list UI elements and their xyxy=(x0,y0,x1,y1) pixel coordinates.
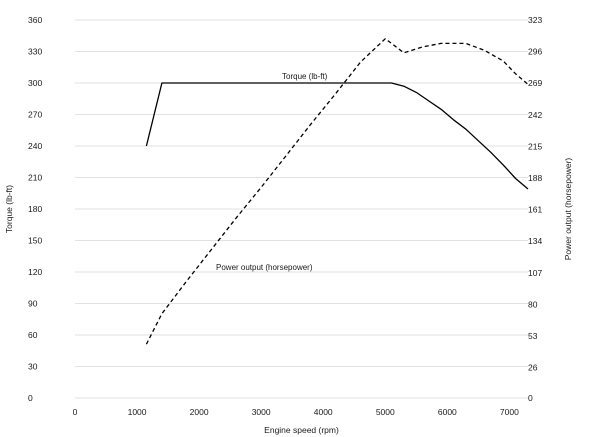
y2-tick-label: 242 xyxy=(528,110,542,120)
y-tick-label: 90 xyxy=(28,299,38,309)
y2-axis-title: Power output (horsepower) xyxy=(563,158,573,261)
y2-tick-label: 269 xyxy=(528,78,542,88)
y-tick-label: 270 xyxy=(28,110,42,120)
y2-tick-label: 215 xyxy=(528,141,542,151)
x-tick-label: 7000 xyxy=(500,407,519,417)
x-tick-label: 4000 xyxy=(314,407,333,417)
y-tick-label: 210 xyxy=(28,173,42,183)
y-tick-label: 120 xyxy=(28,267,42,277)
tick-layer: 0 30 60 90 120 150 180 210 240 270 300 330 360 0 26 53 8… xyxy=(28,15,542,417)
y2-tick-label: 134 xyxy=(528,236,542,246)
label-layer: Engine speed (rpm) Torque (lb-ft) Power … xyxy=(4,72,573,435)
torque-series-label: Torque (lb-ft) xyxy=(282,72,328,81)
y-tick-label: 150 xyxy=(28,236,42,246)
y2-tick-label: 0 xyxy=(528,393,533,403)
x-axis-title: Engine speed (rpm) xyxy=(264,425,339,435)
y-tick-label: 360 xyxy=(28,15,42,25)
y2-tick-label: 161 xyxy=(528,205,542,215)
y2-tick-label: 188 xyxy=(528,173,542,183)
y2-tick-label: 26 xyxy=(528,363,538,373)
y2-tick-label: 80 xyxy=(528,299,538,309)
y-tick-label: 60 xyxy=(28,330,38,340)
x-tick-label: 3000 xyxy=(252,407,271,417)
y2-tick-label: 53 xyxy=(528,331,538,341)
x-tick-label: 0 xyxy=(73,407,78,417)
y-tick-label: 240 xyxy=(28,141,42,151)
y2-tick-label: 323 xyxy=(528,15,542,25)
power-series-label: Power output (horsepower) xyxy=(216,263,313,272)
y2-tick-label: 107 xyxy=(528,268,542,278)
y-tick-label: 300 xyxy=(28,78,42,88)
x-tick-label: 5000 xyxy=(376,407,395,417)
y-tick-label: 330 xyxy=(28,47,42,57)
y-tick-label: 180 xyxy=(28,204,42,214)
y-axis-title: Torque (lb-ft) xyxy=(4,185,14,233)
x-tick-label: 1000 xyxy=(128,407,147,417)
y-tick-label: 0 xyxy=(28,393,33,403)
y2-tick-label: 296 xyxy=(528,47,542,57)
x-tick-label: 2000 xyxy=(190,407,209,417)
torque-line xyxy=(145,82,529,190)
power-output-line xyxy=(145,38,529,345)
y-tick-label: 30 xyxy=(28,362,38,372)
series-layer xyxy=(145,38,529,345)
x-tick-label: 6000 xyxy=(438,407,457,417)
